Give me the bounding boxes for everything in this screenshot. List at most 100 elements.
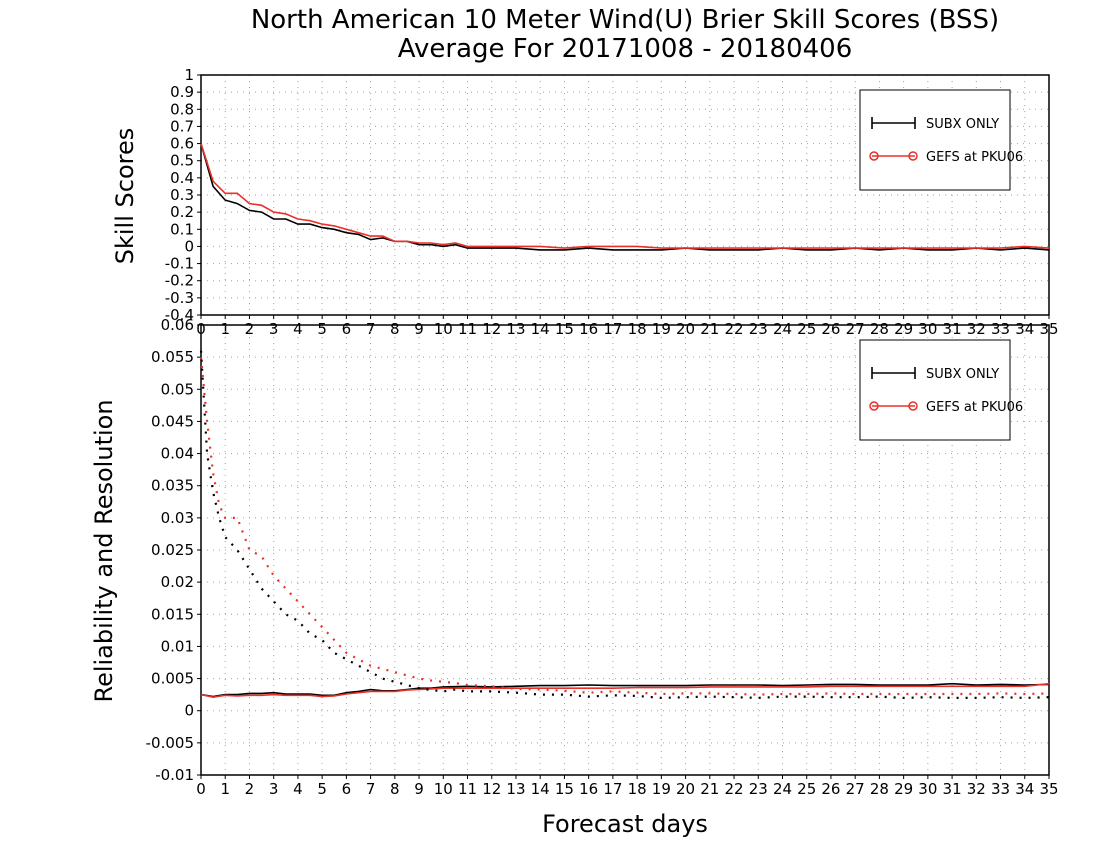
x-tick-label: 23 xyxy=(749,780,768,798)
x-tick-label: 24 xyxy=(773,320,792,338)
reliability-resolution-panel: 0.060.0550.050.0450.040.0350.030.0250.02… xyxy=(146,316,1059,798)
gefs-at-pku06-series-line xyxy=(200,143,1050,249)
x-tick-label: 7 xyxy=(366,780,376,798)
x-tick-label: 33 xyxy=(991,320,1010,338)
skill-scores-panel: 10.90.80.70.60.50.40.30.20.10-0.1-0.2-0.… xyxy=(165,66,1059,338)
x-tick-label: 21 xyxy=(700,320,719,338)
x-axis-label: Forecast days xyxy=(542,810,708,838)
legend-marker-circle xyxy=(869,151,879,161)
x-tick-label: 2 xyxy=(245,320,255,338)
x-tick-label: 8 xyxy=(390,780,400,798)
x-tick-label: 10 xyxy=(434,780,453,798)
x-tick-label: 9 xyxy=(414,320,424,338)
x-tick-label: 31 xyxy=(943,780,962,798)
legend-box xyxy=(859,89,1011,191)
y-tick-label: -0.3 xyxy=(165,289,194,307)
top-y-axis-label: Skill Scores xyxy=(111,128,139,265)
x-tick-label: 28 xyxy=(870,320,889,338)
y-tick-label: 0.055 xyxy=(151,348,194,366)
y-tick-label: 1 xyxy=(184,66,194,84)
x-tick-label: 35 xyxy=(1039,780,1058,798)
x-tick-label: 17 xyxy=(603,780,622,798)
x-tick-label: 13 xyxy=(506,780,525,798)
x-tick-label: 5 xyxy=(317,780,327,798)
x-tick-label: 19 xyxy=(652,780,671,798)
subx-only-series-line xyxy=(200,682,1050,698)
x-tick-label: 13 xyxy=(506,320,525,338)
x-tick-label: 8 xyxy=(390,320,400,338)
x-tick-label: 18 xyxy=(628,780,647,798)
x-tick-label: 12 xyxy=(482,780,501,798)
x-tick-label: 6 xyxy=(342,780,352,798)
y-tick-label: 0.8 xyxy=(170,100,194,118)
x-tick-label: 29 xyxy=(894,780,913,798)
x-tick-label: 30 xyxy=(918,320,937,338)
y-tick-label: 0.2 xyxy=(170,203,194,221)
x-tick-label: 14 xyxy=(531,320,550,338)
x-tick-label: 23 xyxy=(749,320,768,338)
x-tick-label: 27 xyxy=(846,780,865,798)
x-tick-label: 17 xyxy=(603,320,622,338)
legend-box xyxy=(859,339,1011,441)
y-tick-label: -0.4 xyxy=(165,306,194,324)
x-tick-label: 15 xyxy=(555,780,574,798)
x-tick-label: 2 xyxy=(245,780,255,798)
y-tick-label: 0.03 xyxy=(161,509,194,527)
y-tick-label: 0.02 xyxy=(161,573,194,591)
x-tick-label: 33 xyxy=(991,780,1010,798)
x-tick-label: 19 xyxy=(652,320,671,338)
plot-frame xyxy=(200,324,1050,776)
y-tick-label: 0.06 xyxy=(161,316,194,334)
y-tick-label: 0.015 xyxy=(151,605,194,623)
x-tick-label: 25 xyxy=(797,320,816,338)
x-tick-label: 22 xyxy=(724,320,743,338)
x-tick-label: 29 xyxy=(894,320,913,338)
x-tick-label: 0 xyxy=(196,780,206,798)
x-tick-label: 32 xyxy=(967,780,986,798)
x-tick-label: 32 xyxy=(967,320,986,338)
x-tick-label: 26 xyxy=(821,780,840,798)
gefs-at-pku06-series-line xyxy=(200,682,1050,699)
y-tick-label: 0.5 xyxy=(170,152,194,170)
y-tick-label: -0.01 xyxy=(155,766,194,784)
x-tick-label: 26 xyxy=(821,320,840,338)
x-tick-label: 34 xyxy=(1015,780,1034,798)
bottom-y-axis-label: Reliability and Resolution xyxy=(90,399,118,702)
y-tick-label: 0 xyxy=(184,702,194,720)
x-tick-label: 4 xyxy=(293,320,303,338)
x-tick-label: 11 xyxy=(458,780,477,798)
x-tick-label: 9 xyxy=(414,780,424,798)
y-tick-label: 0.04 xyxy=(161,445,194,463)
x-tick-label: 6 xyxy=(342,320,352,338)
y-tick-label: 0.035 xyxy=(151,477,194,495)
legend-marker-circle xyxy=(908,151,918,161)
y-tick-label: 0.9 xyxy=(170,83,194,101)
y-tick-label: 0.05 xyxy=(161,380,194,398)
x-tick-label: 20 xyxy=(676,780,695,798)
y-tick-label: 0.6 xyxy=(170,135,194,153)
plot-frame xyxy=(200,74,1050,316)
y-tick-label: 0.1 xyxy=(170,220,194,238)
y-tick-label: 0.01 xyxy=(161,637,194,655)
y-tick-label: 0.005 xyxy=(151,670,194,688)
unnamed-series-line xyxy=(199,356,1050,696)
y-tick-label: 0.4 xyxy=(170,169,194,187)
x-tick-label: 1 xyxy=(220,320,230,338)
x-tick-label: 3 xyxy=(269,780,279,798)
x-tick-label: 25 xyxy=(797,780,816,798)
x-tick-label: 16 xyxy=(579,320,598,338)
x-tick-label: 22 xyxy=(724,780,743,798)
legend-label: GEFS at PKU06 xyxy=(926,150,1023,165)
x-tick-label: 1 xyxy=(220,780,230,798)
x-tick-label: 10 xyxy=(434,320,453,338)
legend-label: GEFS at PKU06 xyxy=(926,400,1023,415)
x-tick-label: 14 xyxy=(531,780,550,798)
x-tick-label: 34 xyxy=(1015,320,1034,338)
x-tick-label: 24 xyxy=(773,780,792,798)
x-tick-label: 18 xyxy=(628,320,647,338)
y-tick-label: 0.025 xyxy=(151,541,194,559)
x-tick-label: 28 xyxy=(870,780,889,798)
y-tick-label: 0.7 xyxy=(170,117,194,135)
legend-marker-circle xyxy=(908,401,918,411)
